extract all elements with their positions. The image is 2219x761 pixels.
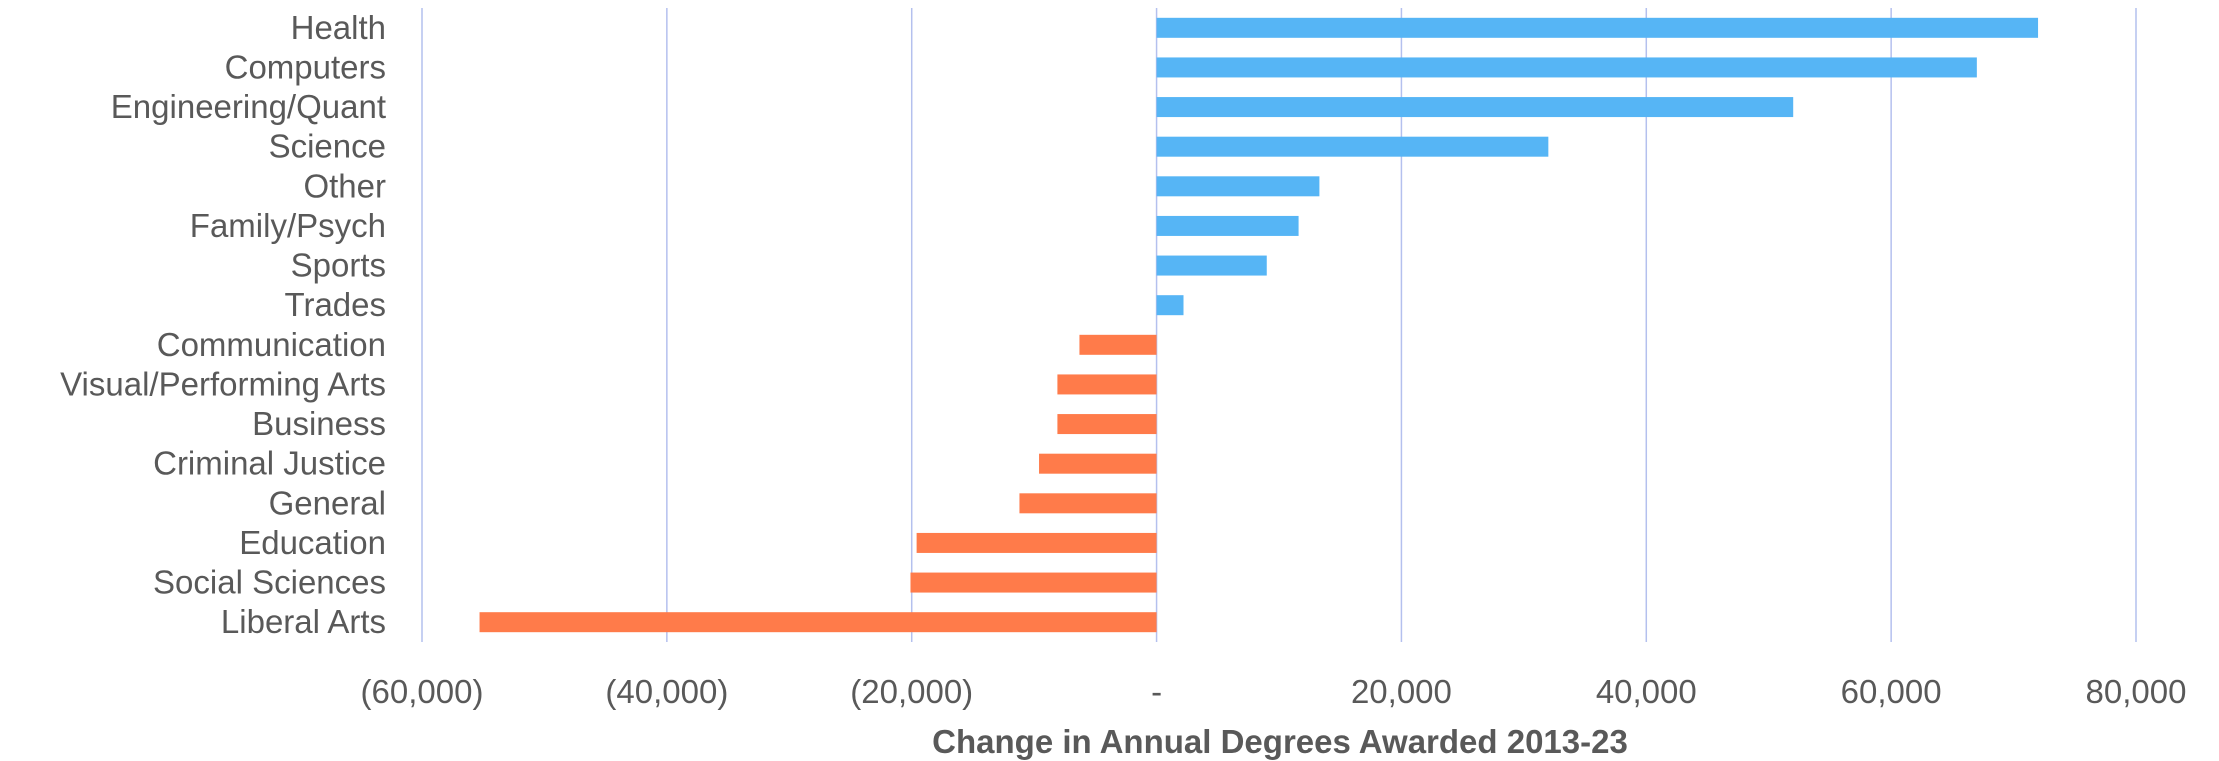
bar (1156, 97, 1794, 118)
category-label: Social Sciences (153, 564, 386, 601)
bar (1156, 136, 1549, 157)
bar (1019, 493, 1157, 514)
bar (1156, 255, 1267, 276)
x-axis-title: Change in Annual Degrees Awarded 2013-23 (932, 723, 1628, 760)
bar (1079, 334, 1157, 355)
bar (916, 532, 1157, 553)
category-label: Other (303, 167, 386, 204)
bar (1156, 176, 1320, 197)
category-label: Computers (225, 48, 386, 85)
bar (1039, 453, 1157, 474)
bars (479, 17, 2039, 633)
category-label: Trades (285, 286, 386, 323)
category-label: General (269, 484, 386, 521)
category-label: Engineering/Quant (111, 88, 386, 125)
category-label: Science (269, 128, 386, 165)
bar (1156, 295, 1184, 316)
bar (910, 572, 1157, 593)
bar (1156, 215, 1299, 236)
bar (1057, 374, 1157, 395)
category-label: Criminal Justice (153, 445, 386, 482)
x-tick-label: 80,000 (2086, 673, 2187, 710)
bar (479, 612, 1157, 633)
x-tick-label: 40,000 (1596, 673, 1697, 710)
category-labels: HealthComputersEngineering/QuantScienceO… (60, 9, 386, 640)
x-tick-label: (60,000) (361, 673, 484, 710)
x-tick-label: (40,000) (605, 673, 728, 710)
category-label: Communication (157, 326, 386, 363)
bar (1057, 414, 1157, 435)
category-label: Family/Psych (190, 207, 386, 244)
bar (1156, 57, 1977, 78)
bar (1156, 17, 2039, 38)
x-tick-label: 60,000 (1841, 673, 1942, 710)
x-tick-labels: (60,000) (40,000) (20,000) - 20,000 40,000 60,… (361, 673, 2187, 710)
x-tick-label: (20,000) (850, 673, 973, 710)
category-label: Sports (291, 247, 386, 284)
category-label: Health (291, 9, 386, 46)
x-tick-label: 20,000 (1351, 673, 1452, 710)
category-label: Education (239, 524, 386, 561)
category-label: Visual/Performing Arts (60, 365, 386, 402)
category-label: Business (252, 405, 386, 442)
category-label: Liberal Arts (221, 603, 386, 640)
x-tick-label: - (1151, 673, 1162, 710)
